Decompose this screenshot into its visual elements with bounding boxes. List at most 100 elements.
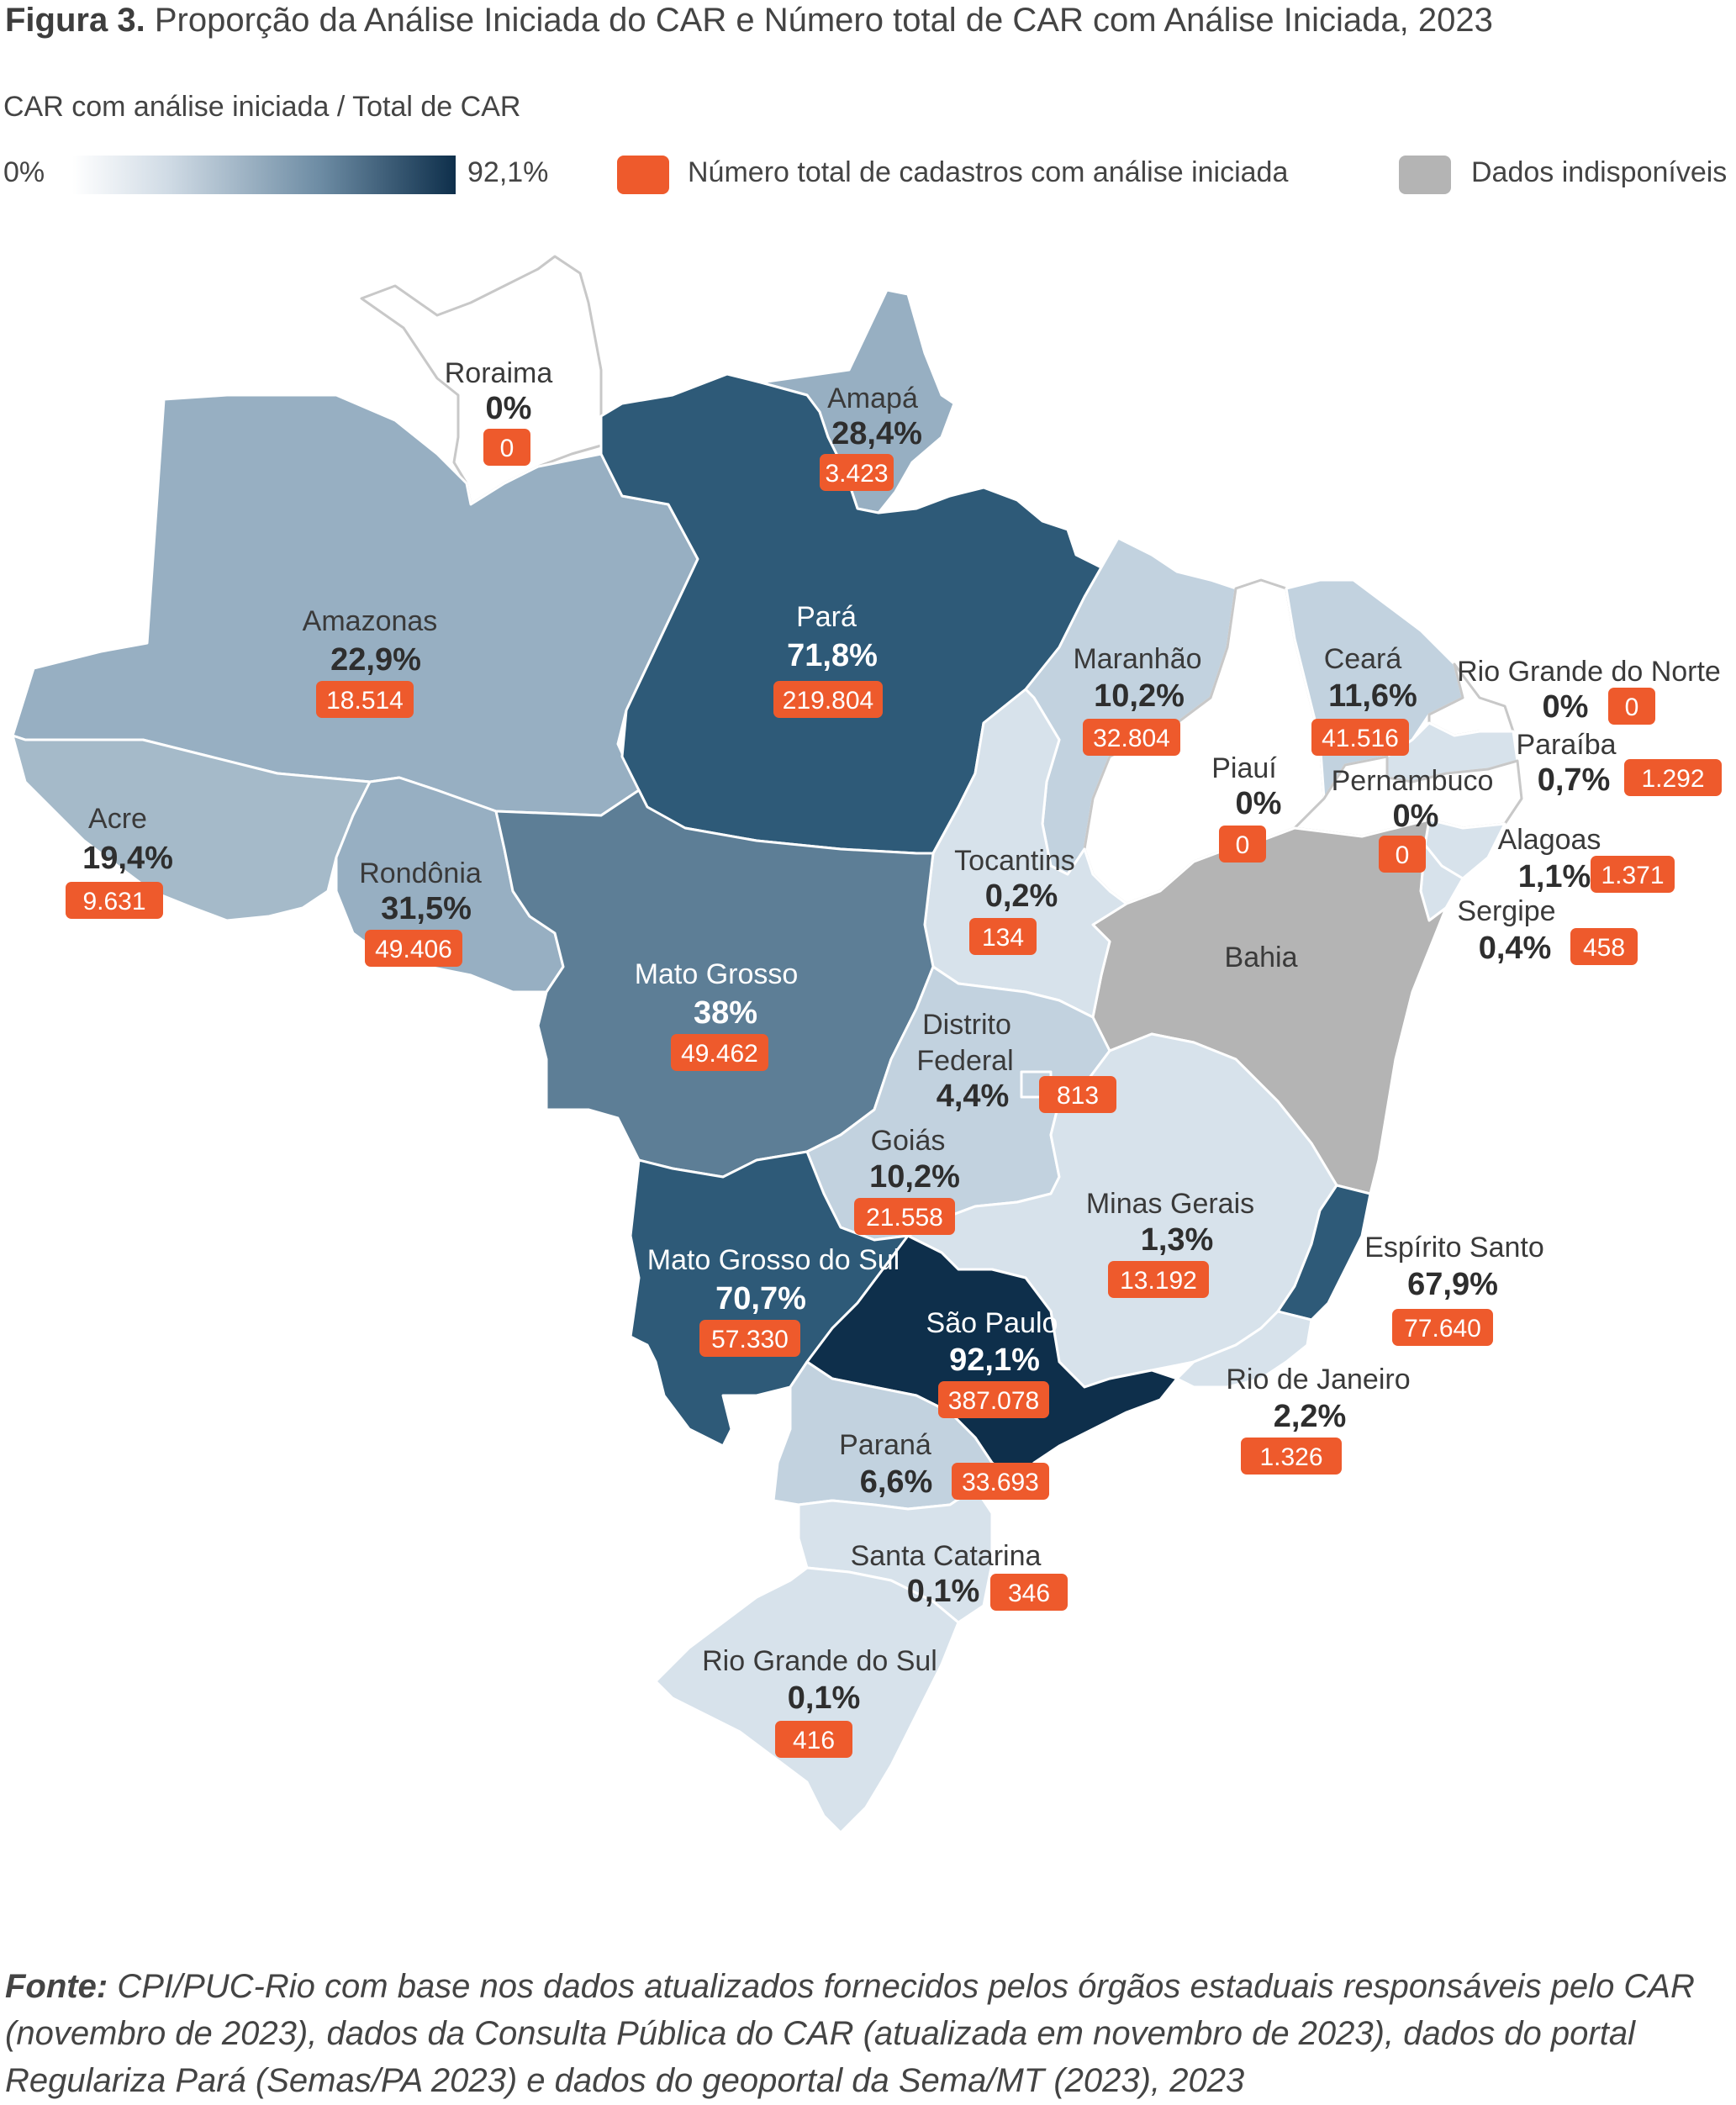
state-label-roraima: Roraima 0% 0 (445, 357, 552, 466)
count-value: 9.631 (82, 888, 145, 915)
count-badge (1083, 719, 1180, 756)
state-name: Sergipe (1457, 895, 1555, 927)
count-badge (1241, 1438, 1342, 1475)
state-label-goias: Goiás 10,2% 21.558 (854, 1125, 960, 1235)
legend-scale-min: 0% (3, 156, 45, 188)
legend-unavailable-swatch (1399, 156, 1451, 194)
count-badge (1591, 856, 1675, 893)
state-name: Acre (88, 803, 147, 835)
state-percentage: 19,4% (82, 841, 173, 876)
count-value: 416 (793, 1727, 835, 1754)
figure-title-text: Proporção da Análise Iniciada do CAR e N… (154, 2, 1493, 39)
state-percentage: 0,4% (1479, 931, 1552, 966)
count-badge (66, 882, 163, 919)
count-value: 32.804 (1093, 725, 1170, 752)
count-value: 346 (1008, 1580, 1050, 1607)
count-badge (775, 1721, 852, 1758)
state-name: Paraíba (1516, 729, 1616, 761)
count-badge (1392, 1309, 1493, 1346)
state-percentage: 38% (694, 995, 757, 1031)
count-badge (365, 930, 462, 967)
state-shape-rio-grande-do-sul (654, 1566, 960, 1834)
count-value: 41.516 (1322, 725, 1399, 752)
state-percentage: 2,2% (1274, 1399, 1347, 1434)
count-value: 134 (982, 924, 1024, 952)
legend-scale-max: 92,1% (467, 156, 549, 188)
source-note: Fonte: CPI/PUC-Rio com base nos dados at… (5, 1963, 1720, 2104)
count-badge (699, 1320, 800, 1357)
state-percentage: 1,1% (1518, 859, 1591, 894)
state-name: Amazonas (303, 605, 438, 637)
state-percentage: 0,1% (907, 1574, 980, 1609)
count-value: 458 (1583, 934, 1625, 962)
legend-count-label: Número total de cadastros com análise in… (688, 156, 1289, 188)
state-name: Mato Grosso do Sul (647, 1244, 900, 1276)
legend-unavailable-label: Dados indisponíveis (1471, 156, 1728, 188)
state-name: Paraná (839, 1429, 931, 1461)
state-label-bahia: Bahia (1225, 942, 1298, 973)
state-name: Rio Grande do Sul (702, 1645, 937, 1677)
state-label-sao-paulo: São Paulo 92,1% 387.078 (926, 1307, 1058, 1418)
state-percentage: 92,1% (949, 1343, 1040, 1378)
legend-color-scale (72, 156, 456, 194)
count-value: 1.326 (1259, 1443, 1322, 1471)
state-percentage: 71,8% (787, 638, 878, 673)
state-percentage: 4,4% (937, 1079, 1010, 1114)
count-badge (854, 1198, 955, 1235)
state-label-paraiba: Paraíba 0,7% 1.292 (1516, 729, 1722, 798)
state-percentage: 0,2% (985, 878, 1058, 914)
state-label-maranhao: Maranhão 10,2% 32.804 (1073, 643, 1202, 756)
count-value: 77.640 (1404, 1315, 1481, 1343)
count-value: 219.804 (783, 687, 873, 715)
state-name: Mato Grosso (635, 958, 799, 990)
count-value: 21.558 (866, 1204, 943, 1232)
count-value: 0 (500, 435, 514, 462)
count-badge (671, 1034, 768, 1071)
state-label-rio-de-janeiro: Rio de Janeiro 2,2% 1.326 (1226, 1364, 1411, 1475)
state-label-ceara: Ceará 11,6% 41.516 (1311, 643, 1417, 756)
state-label-distrito-federal: Distrito Federal 4,4% 813 (916, 1009, 1116, 1114)
figure-title: Figura 3. Proporção da Análise Iniciada … (5, 2, 1733, 40)
state-percentage: 11,6% (1328, 678, 1417, 714)
state-name: Bahia (1225, 942, 1298, 973)
count-value: 57.330 (711, 1326, 789, 1353)
count-value: 13.192 (1120, 1267, 1197, 1295)
source-text: CPI/PUC-Rio com base nos dados atualizad… (5, 1968, 1695, 2099)
state-name: Ceará (1324, 643, 1402, 675)
state-label-acre: Acre 19,4% 9.631 (66, 803, 173, 919)
state-label-amazonas: Amazonas 22,9% 18.514 (303, 605, 438, 718)
state-label-mato-grosso: Mato Grosso 38% 49.462 (635, 958, 799, 1071)
state-percentage: 0% (1236, 786, 1282, 821)
state-label-rondonia: Rondônia 31,5% 49.406 (359, 857, 482, 967)
state-percentage: 31,5% (381, 891, 472, 926)
state-name: Santa Catarina (851, 1540, 1042, 1572)
state-name: Rio Grande do Norte (1457, 656, 1721, 688)
state-label-espirito-santo: Espírito Santo 67,9% 77.640 (1364, 1232, 1544, 1346)
count-badge (938, 1381, 1049, 1418)
count-badge (1570, 928, 1638, 965)
state-label-amapa: Amapá 28,4% 3.423 (820, 382, 922, 491)
state-name: Alagoas (1498, 824, 1601, 856)
count-badge (1219, 826, 1266, 863)
state-label-rio-grande-do-norte: Rio Grande do Norte 0% 0 (1457, 656, 1721, 725)
state-label-rio-grande-do-sul: Rio Grande do Sul 0,1% 416 (702, 1645, 937, 1758)
state-percentage: 22,9% (330, 642, 421, 678)
count-badge (1311, 719, 1409, 756)
state-percentage: 6,6% (860, 1464, 933, 1500)
count-value: 1.292 (1641, 765, 1704, 793)
state-name: Tocantins (954, 845, 1075, 877)
state-name-line2: Federal (916, 1045, 1013, 1077)
count-value: 33.693 (962, 1469, 1039, 1496)
state-label-mato-grosso-do-sul: Mato Grosso do Sul 70,7% 57.330 (647, 1244, 900, 1357)
source-label: Fonte: (5, 1968, 108, 2005)
count-badge (1039, 1076, 1116, 1113)
figure-label: Figura 3. (5, 2, 145, 39)
count-badge (969, 918, 1037, 955)
state-label-piaui: Piauí 0% 0 (1211, 752, 1281, 863)
state-percentage: 10,2% (1094, 678, 1185, 714)
state-percentage: 1,3% (1141, 1222, 1214, 1258)
state-percentage: 10,2% (869, 1159, 960, 1195)
state-shape-acre (11, 734, 372, 922)
count-badge (1379, 836, 1426, 873)
count-value: 49.406 (375, 936, 452, 963)
